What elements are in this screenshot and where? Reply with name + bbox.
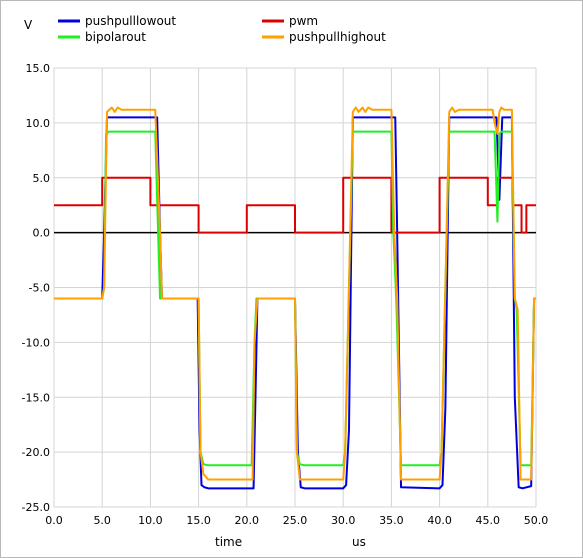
y-tick-label: 0.0	[33, 227, 51, 240]
y-tick-label: -5.0	[29, 282, 50, 295]
y-tick-label: 15.0	[26, 62, 51, 75]
series-line-pwm	[54, 176, 536, 234]
x-tick-label: 25.0	[283, 514, 308, 527]
y-tick-label: 5.0	[33, 172, 51, 185]
y-tick-label: -10.0	[22, 336, 50, 349]
legend-label-bipolarout: bipolarout	[85, 30, 146, 44]
x-tick-label: 10.0	[138, 514, 163, 527]
y-tick-label: -15.0	[22, 391, 50, 404]
x-tick-label: 20.0	[235, 514, 260, 527]
series-layer	[54, 106, 536, 490]
legend-label-pushpulllowout: pushpulllowout	[85, 14, 176, 28]
x-tick-labels: 0.0 5.0 10.0 15.0 20.0 25.0 30.0 35.0 40.0 45.0 50…	[45, 514, 548, 527]
x-tick-label: 5.0	[93, 514, 111, 527]
series-line-pushpullhighout	[54, 106, 536, 481]
y-axis-label: V	[24, 18, 33, 32]
x-axis-unit: us	[352, 535, 366, 549]
x-axis-label: time	[215, 535, 242, 549]
x-tick-label: 35.0	[379, 514, 404, 527]
y-tick-label: -25.0	[22, 501, 50, 514]
legend-label-pushpullhighout: pushpullhighout	[289, 30, 386, 44]
x-tick-label: 15.0	[186, 514, 211, 527]
legend-label-pwm: pwm	[289, 14, 318, 28]
y-tick-labels: 15.0 10.0 5.0 0.0 -5.0 -10.0 -15.0 -20.0 -25.0	[22, 62, 50, 514]
x-tick-label: 30.0	[331, 514, 356, 527]
x-tick-label: 0.0	[45, 514, 63, 527]
grid	[53, 67, 537, 508]
x-tick-label: 45.0	[476, 514, 501, 527]
y-tick-label: 10.0	[26, 117, 51, 130]
x-tick-label: 50.0	[524, 514, 549, 527]
y-tick-label: -20.0	[22, 446, 50, 459]
legend: pushpulllowout pwm bipolarout pushpullhigho…	[58, 14, 386, 44]
x-tick-label: 40.0	[427, 514, 452, 527]
